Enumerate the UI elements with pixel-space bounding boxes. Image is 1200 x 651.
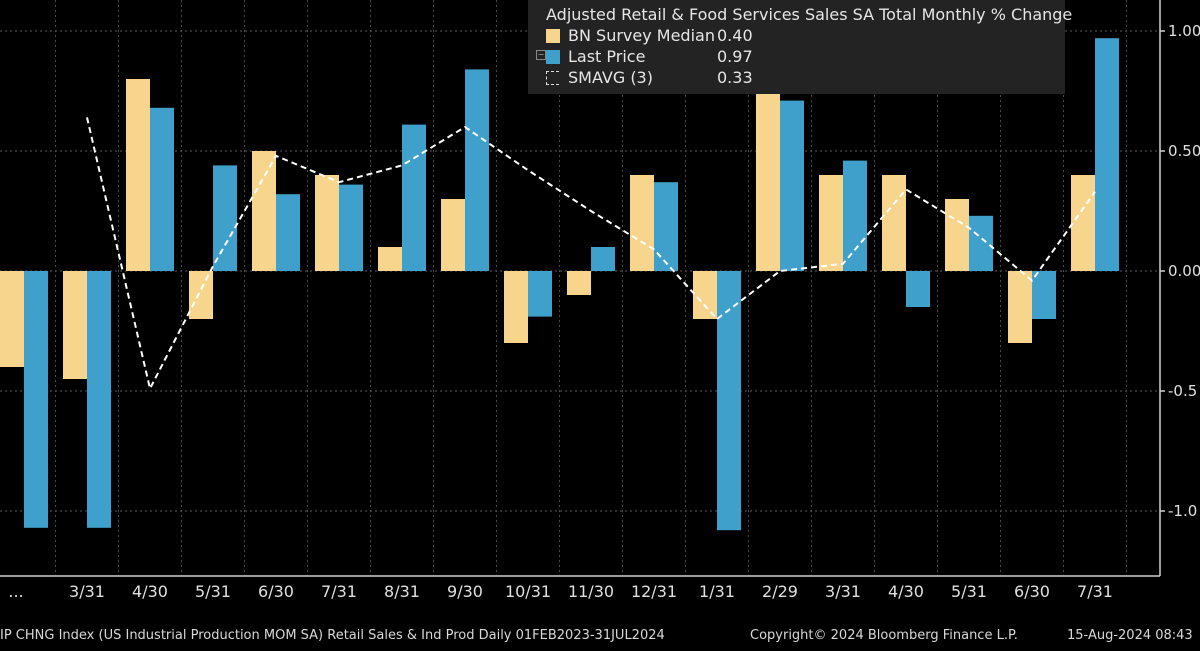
x-tick-label: 7/31	[321, 582, 357, 601]
bar-bn-survey-median	[63, 271, 87, 379]
bar-bn-survey-median	[819, 175, 843, 271]
bar-last-price	[150, 107, 174, 271]
bar-bn-survey-median	[252, 151, 276, 271]
legend-item-label: SMAVG (3)	[568, 68, 653, 87]
bar-bn-survey-median	[882, 175, 906, 271]
x-tick-label: 7/31	[1077, 582, 1113, 601]
footer-copyright: Copyright© 2024 Bloomberg Finance L.P.	[750, 628, 1018, 643]
y-tick-label: 1.00	[1168, 22, 1200, 40]
x-tick-label: 4/30	[132, 582, 168, 601]
bar-bn-survey-median	[945, 199, 969, 271]
bar-bn-survey-median	[378, 247, 402, 271]
bar-bn-survey-median	[189, 271, 213, 319]
y-tick-label: -1.0	[1168, 502, 1198, 520]
smavg-line	[86, 117, 1096, 392]
bar-bn-survey-median	[693, 271, 717, 319]
y-tick-label: 0.50	[1168, 142, 1200, 160]
footer-security-description: IP CHNG Index (US Industrial Production …	[0, 628, 665, 643]
legend: Adjusted Retail & Food Services Sales SA…	[528, 0, 1072, 94]
bar-last-price	[528, 271, 552, 317]
bar-bn-survey-median	[630, 175, 654, 271]
x-tick-label: 5/31	[195, 582, 231, 601]
x-tick-label: 11/30	[567, 582, 615, 601]
bar-last-price	[843, 160, 867, 271]
chart-smavg-line	[86, 117, 1096, 392]
legend-item-value: 0.97	[717, 47, 753, 66]
bar-last-price	[213, 165, 237, 271]
bar-last-price	[402, 124, 426, 271]
x-tick-label: 3/31	[69, 582, 105, 601]
bar-last-price	[1032, 271, 1056, 319]
x-tick-label: 4/30	[888, 582, 924, 601]
x-tick-label: 12/31	[630, 582, 678, 601]
legend-collapse-icon[interactable]: −	[536, 50, 546, 60]
bar-last-price	[24, 271, 48, 528]
bar-last-price	[87, 271, 111, 528]
x-tick-label: 1/31	[699, 582, 735, 601]
bar-bn-survey-median	[315, 175, 339, 271]
bar-bn-survey-median	[567, 271, 591, 295]
bar-bn-survey-median	[1008, 271, 1032, 343]
bar-last-price	[780, 100, 804, 271]
x-tick-label: 5/31	[951, 582, 987, 601]
bar-last-price	[339, 184, 363, 271]
y-tick-label: -0.5	[1168, 382, 1198, 400]
smavg-swatch-icon	[546, 71, 559, 85]
bar-last-price	[717, 271, 741, 531]
bar-bn-survey-median	[504, 271, 528, 343]
bar-bn-survey-median	[1071, 175, 1095, 271]
bn-survey-swatch-icon	[546, 29, 560, 43]
legend-item-label: Last Price	[568, 47, 646, 66]
x-tick-label: 3/31	[825, 582, 861, 601]
chart-axes	[0, 0, 1165, 577]
bar-bn-survey-median	[756, 79, 780, 271]
bar-last-price	[1095, 38, 1119, 272]
x-tick-label: 2/29	[762, 582, 798, 601]
bar-last-price	[906, 271, 930, 307]
legend-item-value: 0.40	[717, 26, 753, 45]
bar-last-price	[591, 247, 615, 271]
last-price-swatch-icon	[546, 50, 560, 64]
chart-grid	[0, 0, 1160, 576]
x-tick-label: 9/30	[447, 582, 483, 601]
chart-bars	[0, 38, 1119, 531]
bar-last-price	[276, 194, 300, 271]
bar-last-price	[969, 215, 993, 271]
bar-last-price	[654, 182, 678, 271]
bar-bn-survey-median	[0, 271, 24, 367]
footer-timestamp: 15-Aug-2024 08:43	[1067, 628, 1193, 643]
bar-bn-survey-median	[441, 199, 465, 271]
y-tick-label: 0.00	[1168, 262, 1200, 280]
x-tick-label: 8/31	[384, 582, 420, 601]
bar-last-price	[465, 69, 489, 272]
x-tick-label: ...	[8, 582, 24, 601]
legend-item-value: 0.33	[717, 68, 753, 87]
x-tick-label: 6/30	[258, 582, 294, 601]
x-tick-label: 6/30	[1014, 582, 1050, 601]
bar-bn-survey-median	[126, 79, 150, 271]
x-tick-label: 10/31	[504, 582, 552, 601]
legend-title: Adjusted Retail & Food Services Sales SA…	[546, 5, 1073, 24]
legend-item-label: BN Survey Median	[568, 26, 715, 45]
